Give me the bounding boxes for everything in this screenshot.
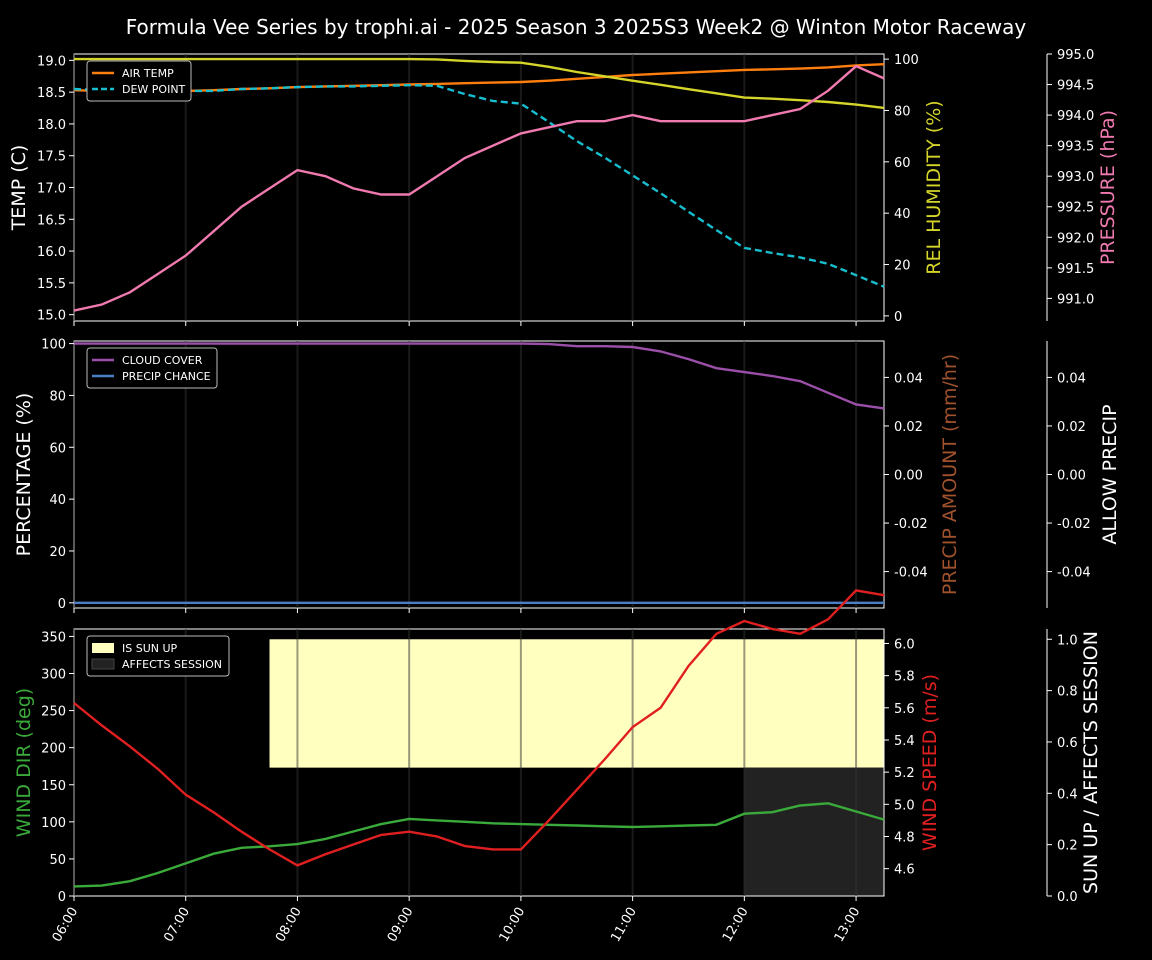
right-tick-label-1a-4: 80 <box>894 104 911 119</box>
right-tick-label-2a-0: -0.04 <box>894 566 928 581</box>
y-tick-label-1-0: 15.0 <box>37 309 66 324</box>
right-tick-label-1b-8: 995.0 <box>1057 48 1094 63</box>
series-rel-humidity <box>74 57 885 110</box>
right-tick-label-1b-0: 991.0 <box>1057 292 1094 307</box>
y-tick-label-2-5: 100 <box>41 338 66 353</box>
series-pressure <box>73 64 885 312</box>
y-tick-label-1-8: 19.0 <box>37 54 66 69</box>
right-tick-label-1a-3: 60 <box>894 156 911 171</box>
right-tick-label-2a-4: 0.04 <box>894 371 923 386</box>
y-tick-label-1-7: 18.5 <box>37 86 66 101</box>
panel3-legend-box <box>86 635 230 677</box>
right-tick-label-3a-3: 5.2 <box>894 766 915 781</box>
y-tick-label-1-2: 16.0 <box>37 245 66 260</box>
right-tick-label-1b-1: 991.5 <box>1057 262 1094 277</box>
right-tick-label-3a-7: 6.0 <box>894 637 915 652</box>
affects-session-area <box>744 767 884 896</box>
y-tick-label-3-2: 100 <box>41 816 66 831</box>
panel1-legend-label-1: DEW POINT <box>122 83 186 96</box>
series-wind-speed <box>73 589 885 867</box>
right-tick-label-2b-3: 0.02 <box>1057 420 1086 435</box>
y-axis-label-precip-amount: PRECIP AMOUNT (mm/hr) <box>939 354 961 595</box>
panel2-legend-box <box>86 347 218 389</box>
right-tick-label-3b-5: 1.0 <box>1057 633 1078 648</box>
series-wind-dir <box>73 802 885 888</box>
right-tick-label-3a-2: 5.0 <box>894 798 915 813</box>
y-tick-label-2-2: 40 <box>49 493 66 508</box>
right-tick-label-3a-5: 5.6 <box>894 702 915 717</box>
right-tick-label-1a-1: 20 <box>894 259 911 274</box>
chart-title: Formula Vee Series by trophi.ai - 2025 S… <box>126 15 1027 39</box>
right-tick-label-1a-2: 40 <box>894 207 911 222</box>
series-dew-point <box>73 83 885 288</box>
sun-up-area <box>269 639 885 768</box>
right-tick-label-1a-0: 0 <box>894 310 902 325</box>
y-tick-label-2-0: 0 <box>58 597 66 612</box>
series-cloud-cover <box>74 342 885 410</box>
panel2-legend-label-1: PRECIP CHANCE <box>122 370 211 383</box>
right-tick-label-2a-1: -0.02 <box>894 517 928 532</box>
y-tick-label-1-6: 18.0 <box>37 118 66 133</box>
y-tick-label-3-1: 50 <box>49 853 66 868</box>
right-tick-label-2b-0: -0.04 <box>1057 566 1091 581</box>
right-tick-label-1b-5: 993.5 <box>1057 140 1094 155</box>
y-axis-label-humidity: REL HUMIDITY (%) <box>923 100 945 274</box>
right-tick-label-3a-1: 4.8 <box>894 830 915 845</box>
y-tick-label-3-5: 250 <box>41 705 66 720</box>
plots: 15.0 15.5 16.0 16.5 17.0 17.5 18.0 18.5 19.0 0 20 4… <box>8 48 1121 945</box>
right-tick-label-1b-4: 993.0 <box>1057 170 1094 185</box>
right-tick-label-2b-4: 0.04 <box>1057 371 1086 386</box>
panel3-legend-swatch-0 <box>92 643 114 653</box>
right-tick-label-2a-3: 0.02 <box>894 420 923 435</box>
right-tick-label-3a-0: 4.6 <box>894 863 915 878</box>
right-tick-label-2b-1: -0.02 <box>1057 517 1091 532</box>
right-tick-label-3b-0: 0.0 <box>1057 890 1078 905</box>
right-tick-label-3b-4: 0.8 <box>1057 685 1078 700</box>
y-tick-label-3-3: 150 <box>41 779 66 794</box>
panel2-legend-label-0: CLOUD COVER <box>122 354 203 367</box>
y-tick-label-2-1: 20 <box>49 545 66 560</box>
right-tick-label-3b-2: 0.4 <box>1057 787 1078 802</box>
y-axis-label-allow-precip: ALLOW PRECIP <box>1099 404 1121 544</box>
right-tick-label-3a-6: 5.8 <box>894 670 915 685</box>
right-tick-label-2b-2: 0.00 <box>1057 469 1086 484</box>
y-tick-label-2-4: 80 <box>49 389 66 404</box>
right-tick-label-3b-3: 0.6 <box>1057 736 1078 751</box>
right-tick-label-3a-4: 5.4 <box>894 734 915 749</box>
panel3-legend-swatch-1 <box>91 658 115 670</box>
right-tick-label-2a-2: 0.00 <box>894 469 923 484</box>
y-axis-label-wind-dir: WIND DIR (deg) <box>13 688 35 837</box>
y-tick-label-3-4: 200 <box>41 742 66 757</box>
right-tick-label-1b-3: 992.5 <box>1057 201 1094 216</box>
y-tick-label-3-6: 300 <box>41 668 66 683</box>
panel3-legend-label-0: IS SUN UP <box>122 642 178 655</box>
right-tick-label-1b-2: 992.0 <box>1057 231 1094 246</box>
y-axis-label-sun-affects: SUN UP / AFFECTS SESSION <box>1080 631 1102 894</box>
y-axis-label-wind-speed: WIND SPEED (m/s) <box>919 674 941 851</box>
right-tick-label-1b-6: 994.0 <box>1057 109 1094 124</box>
y-axis-label-percentage: PERCENTAGE (%) <box>13 393 35 557</box>
y-tick-label-3-7: 350 <box>41 630 66 645</box>
y-axis-label-pressure: PRESSURE (hPa) <box>1097 110 1119 265</box>
right-tick-label-1a-5: 100 <box>894 53 919 68</box>
y-tick-label-1-5: 17.5 <box>37 150 66 165</box>
y-tick-label-1-3: 16.5 <box>37 213 66 228</box>
y-tick-label-1-1: 15.5 <box>37 277 66 292</box>
right-tick-label-3b-1: 0.2 <box>1057 839 1078 854</box>
y-tick-label-3-0: 0 <box>58 890 66 905</box>
y-tick-label-1-4: 17.0 <box>37 182 66 197</box>
panel1-legend-label-0: AIR TEMP <box>122 67 174 80</box>
right-tick-label-1b-7: 994.5 <box>1057 79 1094 94</box>
y-tick-label-2-3: 60 <box>49 441 66 456</box>
panel3-legend-label-1: AFFECTS SESSION <box>122 658 222 671</box>
y-axis-label-temp: TEMP (C) <box>8 145 30 232</box>
panel1-legend-box <box>86 60 192 102</box>
